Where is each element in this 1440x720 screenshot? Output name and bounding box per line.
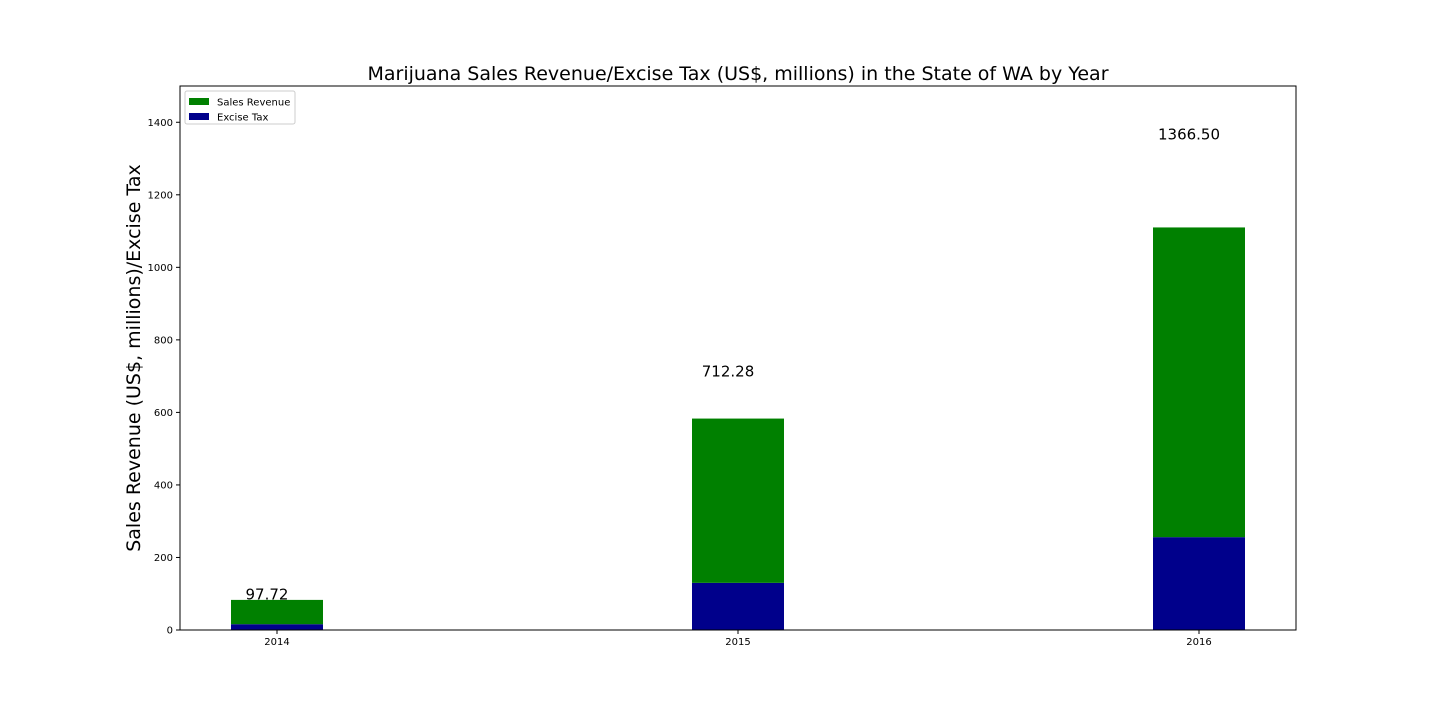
bars-layer [231,227,1245,630]
y-tick-label: 1200 [148,190,173,201]
legend: Sales Revenue Excise Tax [184,90,296,125]
y-tick-label: 0 [167,626,173,637]
y-axis-label: Sales Revenue (US$, millions)/Excise Tax [123,164,145,552]
bar-excise-tax-2016 [1153,537,1245,630]
bar-sales-revenue-2016 [1153,227,1245,538]
y-tick-label: 400 [154,480,173,491]
annotations-layer: 97.72 712.28 1366.50 [246,125,1220,603]
data-label-2015: 712.28 [702,363,755,381]
chart-title: Marijuana Sales Revenue/Excise Tax (US$,… [367,63,1108,85]
legend-label: Sales Revenue [217,98,290,109]
bar-sales-revenue-2014 [231,599,323,625]
y-tick-label: 600 [154,408,173,419]
bar-excise-tax-2014 [231,624,323,630]
data-label-2016: 1366.50 [1158,125,1220,143]
y-tick-label: 1400 [148,118,173,129]
legend-swatch [189,98,209,105]
legend-box [184,90,296,125]
y-tick-label: 1000 [148,263,173,274]
y-tick-label: 200 [154,553,173,564]
bar-excise-tax-2015 [692,582,784,630]
x-tick-label: 2016 [1186,637,1211,648]
bar-sales-revenue-2015 [692,418,784,583]
x-tick-label: 2015 [725,637,750,648]
x-tick-label: 2014 [264,637,289,648]
y-tick-label: 800 [154,335,173,346]
legend-swatch [189,113,209,120]
data-label-2014: 97.72 [246,586,289,604]
axes-layer: 0 200 400 600 800 1000 1200 1400 2014 2015 2016 [148,85,1297,648]
legend-label: Excise Tax [217,113,268,124]
